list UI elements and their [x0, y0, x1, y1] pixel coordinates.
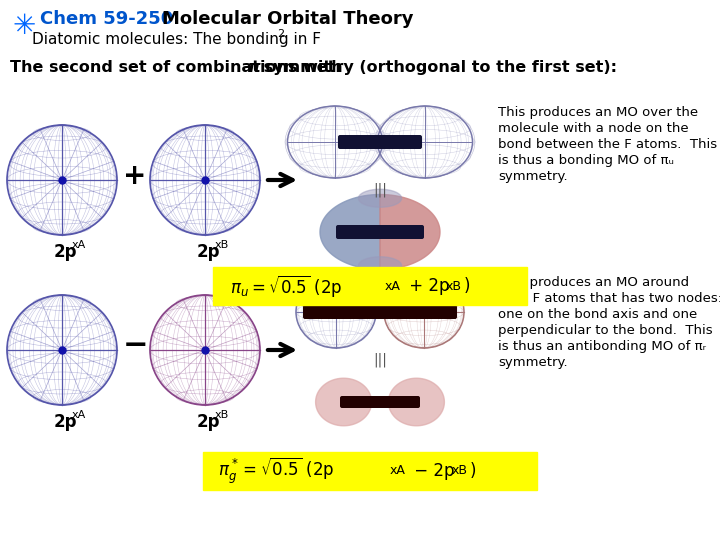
Text: Diatomic molecules: The bonding in F: Diatomic molecules: The bonding in F — [32, 32, 321, 47]
Text: both F atoms that has two nodes:: both F atoms that has two nodes: — [498, 292, 720, 305]
Text: is thus an antibonding MO of πᵣ: is thus an antibonding MO of πᵣ — [498, 340, 706, 353]
Polygon shape — [359, 189, 402, 207]
Text: 2p: 2p — [54, 413, 78, 431]
Text: − 2p: − 2p — [409, 462, 454, 480]
Text: xB: xB — [452, 464, 468, 477]
Text: is thus a bonding MO of πᵤ: is thus a bonding MO of πᵤ — [498, 154, 674, 167]
FancyBboxPatch shape — [203, 452, 537, 490]
Text: |||: ||| — [373, 183, 387, 197]
Text: xA: xA — [72, 240, 86, 250]
Text: symmetry.: symmetry. — [498, 356, 567, 369]
Text: xB: xB — [446, 280, 462, 293]
Text: 2p: 2p — [54, 243, 78, 261]
Polygon shape — [320, 194, 380, 269]
Text: This produces an MO over the: This produces an MO over the — [498, 106, 698, 119]
Text: one on the bond axis and one: one on the bond axis and one — [498, 308, 697, 321]
Text: π: π — [248, 60, 261, 75]
FancyBboxPatch shape — [303, 305, 457, 319]
Text: bond between the F atoms.  This: bond between the F atoms. This — [498, 138, 717, 151]
Text: 2: 2 — [277, 29, 284, 39]
Text: This produces an MO around: This produces an MO around — [498, 276, 689, 289]
Text: Molecular Orbital Theory: Molecular Orbital Theory — [162, 10, 413, 28]
Text: |||: ||| — [373, 353, 387, 367]
Text: perpendicular to the bond.  This: perpendicular to the bond. This — [498, 324, 713, 337]
Text: xA: xA — [72, 410, 86, 420]
Polygon shape — [315, 378, 372, 426]
Text: symmetry (orthogonal to the first set):: symmetry (orthogonal to the first set): — [258, 60, 617, 75]
Text: −: − — [122, 332, 148, 361]
Text: The second set of combinations with: The second set of combinations with — [10, 60, 348, 75]
Text: $\pi_g^* = \sqrt{0.5}$ (2p: $\pi_g^* = \sqrt{0.5}$ (2p — [218, 456, 334, 486]
Text: symmetry.: symmetry. — [498, 170, 567, 183]
Text: 2p: 2p — [197, 243, 220, 261]
Text: $\pi_u = \sqrt{0.5}$ (2p: $\pi_u = \sqrt{0.5}$ (2p — [230, 273, 343, 299]
Text: ): ) — [464, 277, 470, 295]
Text: xA: xA — [390, 464, 406, 477]
FancyBboxPatch shape — [336, 225, 424, 239]
Text: xB: xB — [215, 240, 229, 250]
FancyBboxPatch shape — [338, 135, 422, 149]
Text: + 2p: + 2p — [404, 277, 449, 295]
Polygon shape — [388, 378, 444, 426]
Text: ✳: ✳ — [12, 12, 35, 40]
Text: 2p: 2p — [197, 413, 220, 431]
Text: +: + — [123, 162, 147, 190]
Text: xB: xB — [215, 410, 229, 420]
FancyBboxPatch shape — [340, 396, 420, 408]
FancyBboxPatch shape — [213, 267, 527, 305]
Polygon shape — [380, 194, 440, 269]
Text: molecule with a node on the: molecule with a node on the — [498, 122, 688, 135]
Text: xA: xA — [385, 280, 401, 293]
Text: ): ) — [470, 462, 477, 480]
Polygon shape — [359, 256, 402, 275]
Text: Chem 59-250: Chem 59-250 — [40, 10, 174, 28]
